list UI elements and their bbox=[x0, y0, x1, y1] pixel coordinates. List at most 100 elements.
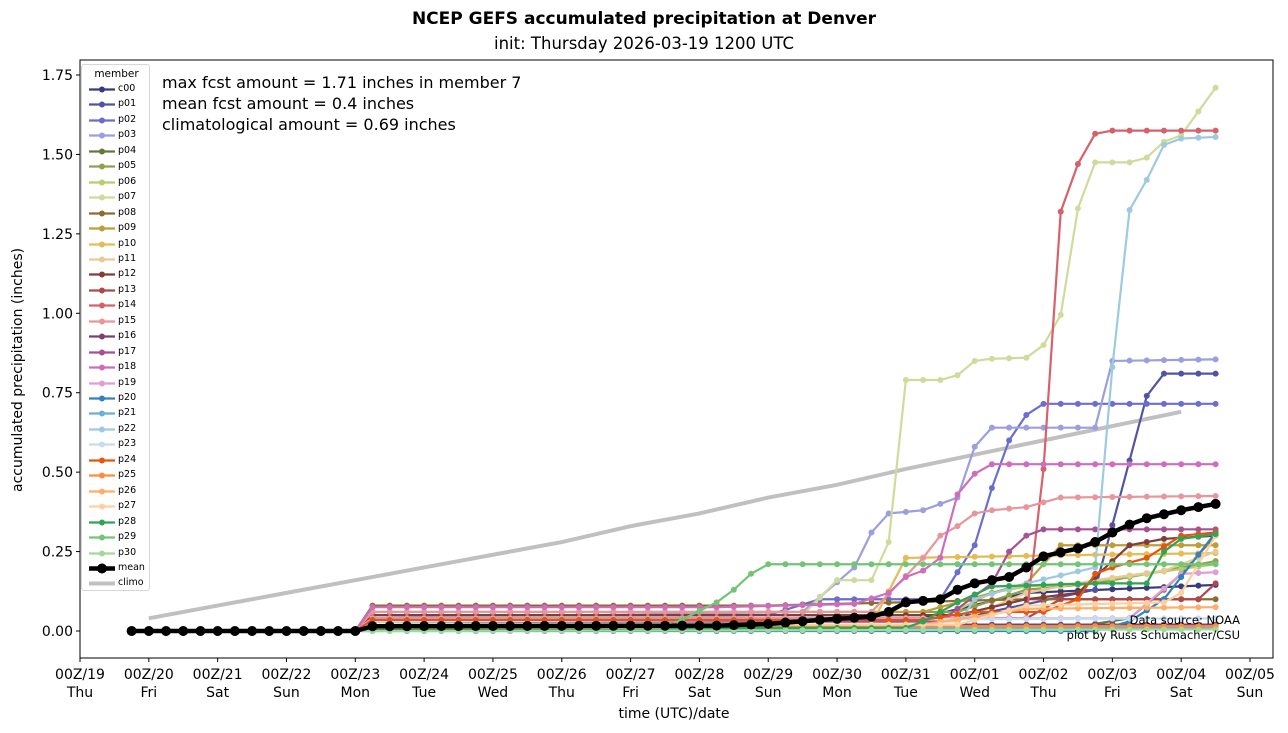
data-point-p02 bbox=[1212, 400, 1219, 407]
data-point-p07 bbox=[868, 577, 875, 584]
data-point-p23 bbox=[1126, 615, 1133, 622]
climatology-annotation: climatological amount = 0.69 inches bbox=[162, 115, 456, 134]
data-point-p29 bbox=[765, 561, 772, 568]
mean-point bbox=[1124, 519, 1135, 530]
data-point-p22 bbox=[988, 590, 995, 597]
data-point-p29 bbox=[937, 561, 944, 568]
data-point-p15 bbox=[834, 608, 841, 615]
legend-swatch-p26 bbox=[89, 488, 115, 495]
author-credit: plot by Russ Schumacher/CSU bbox=[1066, 628, 1240, 642]
data-point-p27 bbox=[954, 621, 961, 628]
data-point-p07 bbox=[937, 377, 944, 384]
data-point-p28 bbox=[1126, 580, 1133, 587]
data-point-p14 bbox=[1195, 127, 1202, 134]
data-point-p23 bbox=[1040, 615, 1047, 622]
data-point-p08 bbox=[1212, 596, 1219, 603]
data-point-p26 bbox=[1143, 604, 1150, 611]
legend-swatch-p20 bbox=[89, 395, 115, 402]
data-point-p28 bbox=[1092, 580, 1099, 587]
y-tick-label: 1.50 bbox=[42, 147, 73, 163]
legend-item-p27: p27 bbox=[86, 499, 148, 514]
x-tick-label: 00Z/28 bbox=[674, 667, 724, 683]
data-point-p22 bbox=[1178, 135, 1185, 142]
legend-label: p27 bbox=[118, 500, 137, 512]
legend-item-p01: p01 bbox=[86, 97, 148, 112]
data-point-p24 bbox=[386, 616, 393, 623]
data-point-p05 bbox=[971, 603, 978, 610]
mean-point bbox=[952, 584, 963, 595]
x-tick-label: 00Z/19 bbox=[55, 667, 105, 683]
data-point-p03 bbox=[1195, 356, 1202, 363]
data-point-p29 bbox=[1006, 561, 1013, 568]
mean-point bbox=[849, 612, 860, 623]
data-point-p15 bbox=[575, 608, 582, 615]
x-tick-day-label: Wed bbox=[959, 685, 990, 701]
data-point-p28 bbox=[954, 599, 961, 606]
data-point-p15 bbox=[1023, 504, 1030, 511]
legend-label: p20 bbox=[118, 392, 137, 403]
mean-point bbox=[505, 620, 516, 631]
data-point-p27 bbox=[1160, 599, 1167, 606]
legend-label: p18 bbox=[118, 361, 137, 373]
legend-label: p04 bbox=[118, 144, 137, 156]
data-point-p18 bbox=[730, 603, 737, 610]
mean-point bbox=[935, 594, 946, 605]
data-point-p27 bbox=[1006, 607, 1013, 614]
legend-swatch-p29 bbox=[89, 534, 115, 541]
data-point-p07 bbox=[1212, 84, 1219, 91]
data-point-p29 bbox=[1195, 561, 1202, 568]
data-point-p03 bbox=[971, 443, 978, 450]
data-point-p02 bbox=[1023, 411, 1030, 418]
data-point-p28 bbox=[1057, 581, 1064, 588]
legend-label: p26 bbox=[118, 484, 137, 496]
data-point-p24 bbox=[1160, 543, 1167, 550]
x-tick-day-label: Tue bbox=[411, 685, 436, 701]
data-point-p18 bbox=[369, 604, 376, 611]
mean-point bbox=[1141, 513, 1152, 524]
data-point-p18 bbox=[920, 567, 927, 574]
legend-label: mean bbox=[118, 561, 145, 573]
data-point-p15 bbox=[954, 523, 961, 530]
data-point-p15 bbox=[816, 608, 823, 615]
legend-label: p06 bbox=[118, 175, 137, 187]
data-point-p03 bbox=[937, 500, 944, 507]
data-point-p14 bbox=[1126, 127, 1133, 134]
data-point-p28 bbox=[1212, 531, 1219, 538]
mean-point bbox=[1210, 498, 1221, 509]
axes: 0.00 0.25 0.50 0.75 1.00 1.25 1.50 1.75 00Z/19 Th… bbox=[42, 59, 1275, 701]
data-point-p11 bbox=[1023, 589, 1030, 596]
data-point-c00 bbox=[1109, 586, 1116, 593]
legend-swatch-p03 bbox=[89, 132, 115, 139]
mean-point bbox=[728, 620, 739, 631]
data-point-p30 bbox=[851, 627, 858, 634]
data-point-p07 bbox=[1023, 354, 1030, 361]
data-point-p15 bbox=[1092, 494, 1099, 501]
chart-title: NCEP GEFS accumulated precipitation at D… bbox=[411, 9, 877, 29]
data-point-p18 bbox=[868, 595, 875, 602]
legend-label: p23 bbox=[118, 438, 137, 450]
mean-point bbox=[694, 620, 705, 631]
data-point-p18 bbox=[885, 589, 892, 596]
data-point-p09 bbox=[937, 604, 944, 611]
mean-point bbox=[350, 626, 361, 636]
data-point-p17 bbox=[1160, 526, 1167, 533]
mean-point bbox=[298, 626, 309, 636]
data-point-p22 bbox=[1074, 568, 1081, 575]
data-point-p18 bbox=[748, 603, 755, 610]
data-point-p15 bbox=[610, 608, 617, 615]
x-tick-label: 00Z/23 bbox=[330, 667, 380, 683]
x-tick-label: 00Z/30 bbox=[812, 667, 862, 683]
legend-item-p08: p08 bbox=[86, 206, 148, 221]
legend-title: member bbox=[94, 68, 139, 80]
legend-item-p03: p03 bbox=[86, 128, 148, 143]
data-point-p19 bbox=[1212, 569, 1219, 576]
data-point-p15 bbox=[524, 608, 531, 615]
data-point-p24 bbox=[1143, 554, 1150, 561]
mean-point bbox=[453, 621, 464, 632]
data-point-p10 bbox=[1109, 551, 1116, 558]
data-point-p26 bbox=[1109, 605, 1116, 612]
data-point-p29 bbox=[868, 561, 875, 568]
data-point-p18 bbox=[1212, 461, 1219, 468]
data-point-p15 bbox=[988, 507, 995, 514]
x-tick-label: 00Z/24 bbox=[399, 667, 449, 683]
